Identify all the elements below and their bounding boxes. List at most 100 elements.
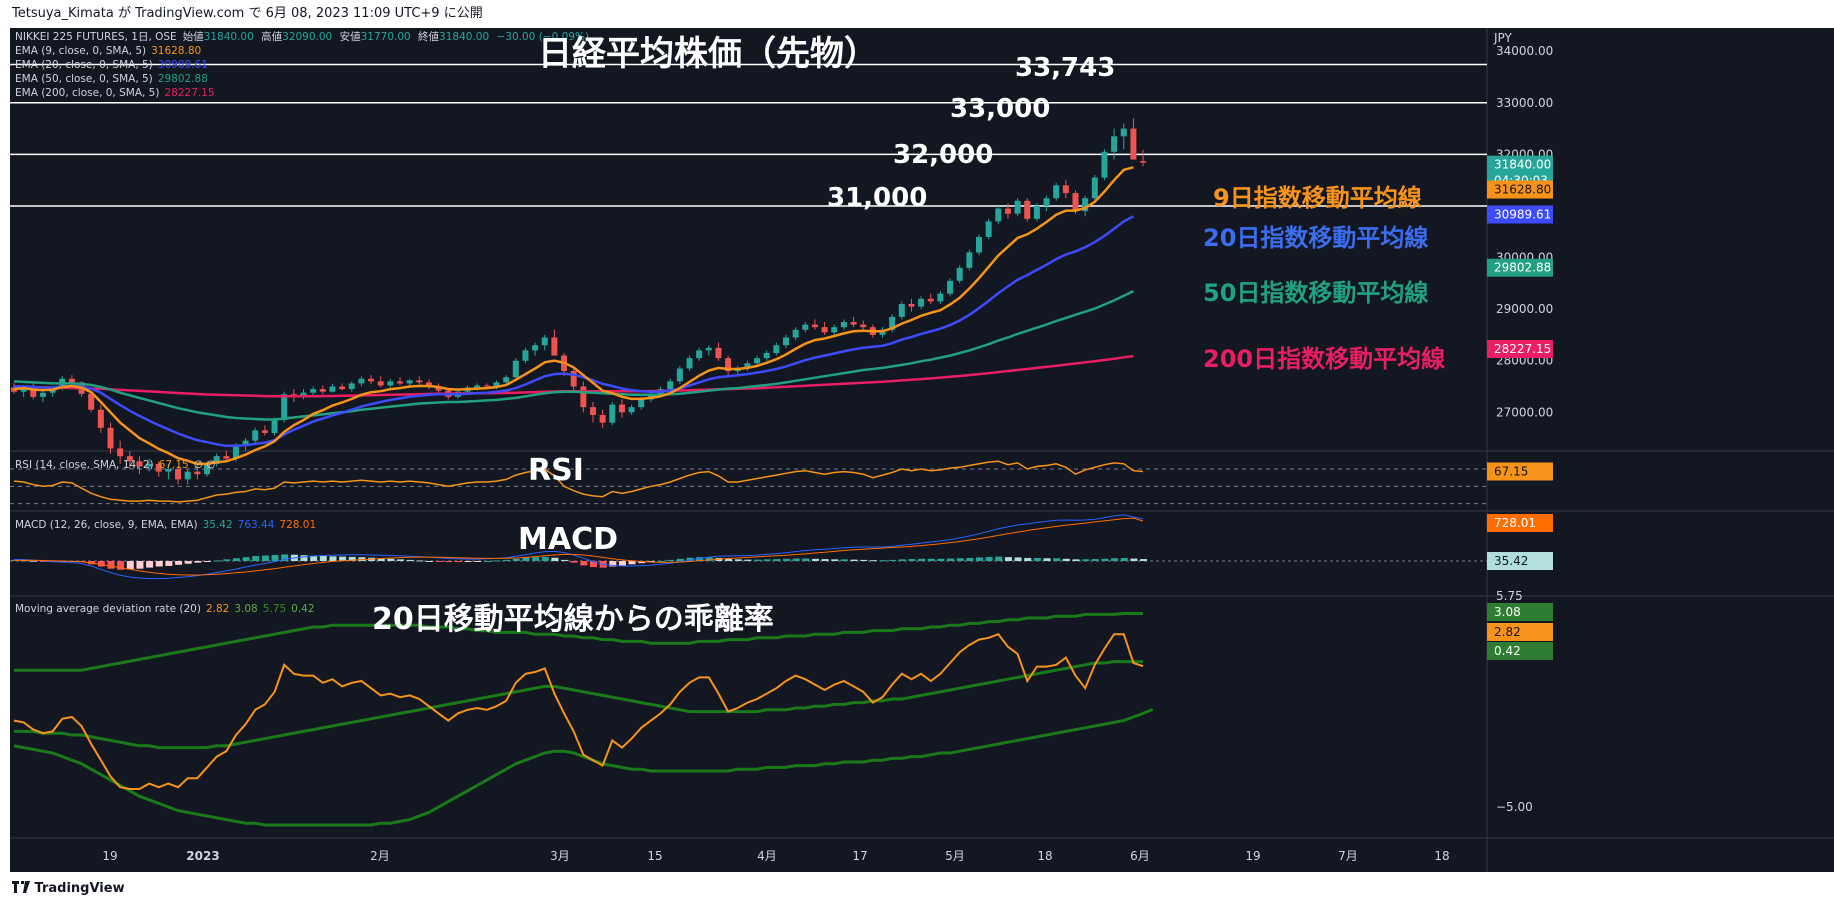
macd-histogram-bar <box>754 559 762 561</box>
macd-signal-badge: 728.01 <box>1494 516 1536 530</box>
macd-histogram-bar <box>811 558 819 561</box>
annotations: 日経平均株価（先物） 33,743 33,000 32,000 31,000 9… <box>372 34 1445 637</box>
candle-body <box>541 337 548 346</box>
candle-body <box>1101 151 1108 178</box>
level-label-31000: 31,000 <box>827 183 927 213</box>
macd-histogram-bar <box>995 556 1003 561</box>
macd-histogram-bar <box>1053 558 1061 561</box>
time-label: 17 <box>852 849 867 863</box>
macd-histogram-bar <box>377 558 385 561</box>
time-label: 18 <box>1037 849 1052 863</box>
candle-body <box>783 337 789 346</box>
candle-body <box>898 303 905 317</box>
chart-title: 日経平均株価（先物） <box>538 34 878 74</box>
candle-body <box>1091 177 1098 199</box>
macd-histogram-bar <box>194 561 202 563</box>
candle-body <box>725 358 732 372</box>
macd-histogram-bar <box>1082 559 1090 561</box>
macd-histogram-bar <box>213 560 221 562</box>
macd-histogram-bar <box>204 561 211 562</box>
macd-histogram-bar <box>223 559 231 561</box>
candle-body <box>184 471 191 480</box>
candle-body <box>551 337 558 356</box>
macd-histogram-bar <box>889 559 897 561</box>
candle-body <box>223 456 230 459</box>
candle-body <box>850 322 857 325</box>
candle-body <box>947 280 954 294</box>
chart-area[interactable]: NIKKEI 225 FUTURES, 1日, OSE 始値31840.00 高値… <box>10 28 1834 872</box>
candle-body <box>503 377 510 383</box>
macd-histogram-bar <box>551 557 559 561</box>
deviation-band-badge-bg <box>1487 603 1553 621</box>
time-label: 6月 <box>1130 849 1150 863</box>
price-level-lines <box>10 63 1487 207</box>
macd-histogram-bar <box>686 557 694 561</box>
macd-histogram-bar <box>1033 557 1041 561</box>
candle-body <box>319 389 326 392</box>
candle-body <box>416 380 423 383</box>
macd-signal-badge-bg <box>1487 514 1553 532</box>
macd-histogram-bar <box>705 557 713 561</box>
candle-body <box>744 363 751 369</box>
macd-histogram-bar <box>319 556 327 561</box>
candle-body <box>68 378 75 383</box>
candle-body <box>580 386 587 408</box>
candle-body <box>1072 193 1079 212</box>
candle-body <box>1004 208 1011 214</box>
rsi-pane <box>10 460 1487 505</box>
macd-histogram-bar <box>493 560 501 562</box>
candle-body <box>522 350 529 361</box>
macd-histogram-bar <box>821 559 829 561</box>
macd-histogram-bar <box>744 559 752 561</box>
candle-body <box>387 381 394 386</box>
candle-body <box>590 407 596 415</box>
candle-body <box>30 386 37 397</box>
candle-body <box>397 381 403 384</box>
macd-histogram-bar <box>483 561 491 562</box>
candle-body <box>358 378 365 384</box>
rsi-badge-bg <box>1487 462 1553 481</box>
macd-histogram-bar <box>242 557 250 561</box>
macd-histogram-bar <box>657 561 665 562</box>
footer: TradingView <box>0 872 1834 907</box>
price-axis[interactable]: JPY 34000.0033000.0032000.0030000.002900… <box>1487 31 1553 814</box>
ema50-line <box>13 289 1134 421</box>
chart-svg[interactable]: NIKKEI 225 FUTURES, 1日, OSE 始値31840.00 高値… <box>10 28 1834 872</box>
macd-histogram-bar <box>416 560 424 562</box>
deviation-mid-band <box>14 660 1143 750</box>
candle-body <box>329 386 336 392</box>
candle-body <box>155 463 162 472</box>
candle-body <box>754 358 761 364</box>
rsi-legend: RSI (14, close, SMA, 14, 2) 67.15 ∅ ∅ <box>15 459 215 471</box>
macd-histogram-bar <box>232 558 240 561</box>
macd-signal-line <box>13 517 1144 576</box>
ema200-note: 200日指数移動平均線 <box>1203 345 1445 373</box>
ema50-note: 50日指数移動平均線 <box>1203 279 1428 307</box>
macd-histogram-bar <box>136 561 144 569</box>
macd-histogram-bar <box>435 561 443 562</box>
macd-histogram-bar <box>261 555 269 561</box>
time-label: 4月 <box>757 849 777 863</box>
macd-histogram-bar <box>879 560 887 562</box>
candle-body <box>811 324 818 328</box>
price-badges: 31840.0004:30:0331628.8030989.6129802.88… <box>1487 155 1553 660</box>
candle-body <box>271 420 278 433</box>
tradingview-logo-icon[interactable]: TradingView <box>12 881 125 896</box>
time-axis[interactable]: 19 2023 2月 3月 15 4月 17 5月 18 6月 19 7月 18 <box>102 849 1449 863</box>
deviation-tick-label: −5.00 <box>1496 800 1533 814</box>
macd-histogram-bar <box>638 561 646 564</box>
ema20-legend: EMA (20, close, 0, SMA, 5) 30989.61 <box>15 59 208 71</box>
ema200-badge: 28227.15 <box>1494 342 1551 356</box>
candle-body <box>976 236 982 253</box>
rsi-badge: 67.15 <box>1494 464 1528 478</box>
macd-histogram-bar <box>339 556 347 561</box>
macd-histogram-bar <box>927 558 935 561</box>
candle-body <box>483 385 490 387</box>
ema20-note: 20日指数移動平均線 <box>1203 224 1428 252</box>
macd-histogram-bar <box>667 559 675 561</box>
candle-body <box>802 324 809 330</box>
candle-body <box>310 389 317 393</box>
candle-body <box>425 382 432 387</box>
candle-body <box>889 316 896 330</box>
macd-histogram-bar <box>937 558 945 561</box>
